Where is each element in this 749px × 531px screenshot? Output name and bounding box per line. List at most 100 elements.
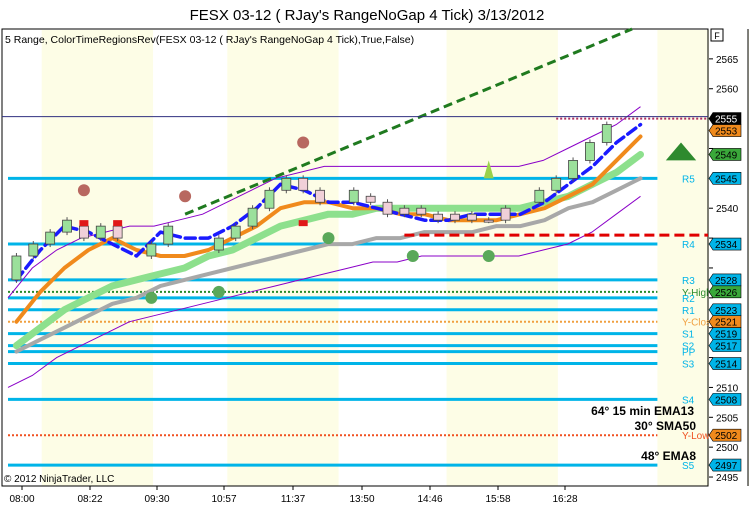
price-marker-label-8: 2521 (715, 318, 738, 329)
price-marker-10 (708, 339, 742, 352)
price-marker-label-6: 2526 (715, 288, 738, 299)
price-marker-label-2: 2549 (715, 150, 738, 161)
x-tick-label-8: 16:28 (552, 494, 577, 505)
x-tick-label-7: 15:58 (485, 494, 510, 505)
level-label-10: S3 (682, 360, 695, 371)
candle-body-11 (247, 207, 258, 227)
price-marker-14 (708, 458, 742, 472)
indicator-label: 5 Range, ColorTimeRegionsRev(FESX 03-12 … (5, 34, 414, 46)
candle-body-15 (315, 189, 325, 203)
candle-body-16 (348, 189, 359, 203)
annotation-ema8: 48° EMA8 (641, 449, 696, 463)
signal-dot-green-1 (212, 285, 225, 298)
signal-dot-green-3 (406, 250, 419, 263)
level-label-6: Y-Close (682, 318, 717, 329)
candle-body-23 (466, 213, 477, 221)
price-marker-label-7: 2523 (715, 306, 738, 317)
y-tick-label-13: 2560 (716, 85, 739, 96)
price-marker-label-0: 2555 (715, 115, 738, 126)
price-marker-label-1: 2553 (715, 127, 738, 138)
candle-body-10 (230, 225, 241, 239)
signal-dot-green-2 (322, 232, 335, 245)
level-label-12: Y-Low (682, 431, 710, 442)
price-marker-label-4: 2534 (715, 240, 738, 251)
time-region-shading (41, 30, 749, 486)
price-marker-6 (708, 285, 742, 299)
price-marker-0 (708, 112, 742, 125)
time-region-1 (227, 30, 339, 486)
candle-flag-0 (79, 220, 89, 227)
y-tick-label-2: 2505 (716, 413, 739, 424)
candle-flag-1 (113, 220, 123, 227)
x-tick-label-5: 13:50 (349, 494, 374, 505)
candle-body-22 (450, 213, 460, 221)
y-tick-label-14: 2565 (716, 55, 739, 66)
price-marker-11 (708, 357, 742, 370)
price-marker-5 (708, 273, 742, 287)
candle-body-2 (45, 231, 56, 245)
price-marker-4 (708, 237, 742, 251)
level-label-8: S2 (682, 342, 695, 353)
price-marker-1 (708, 124, 742, 137)
x-tick-label-1: 08:22 (77, 494, 102, 505)
x-tick-label-6: 14:46 (417, 494, 442, 505)
chart-corner-button[interactable] (710, 28, 724, 42)
x-tick-label-0: 08:00 (9, 494, 34, 505)
candle-body-9 (213, 237, 224, 251)
price-marker-label-3: 2545 (715, 174, 738, 185)
candle-body-4 (79, 225, 89, 239)
candle-body-25 (500, 207, 511, 221)
candle-body-19 (399, 207, 410, 215)
chart-overlays (2, 27, 708, 304)
candle-body-17 (365, 195, 376, 203)
envelope-lower (7, 195, 641, 388)
plot-frame (1, 28, 709, 487)
price-marker-9 (708, 327, 742, 340)
price-marker-3 (708, 172, 742, 185)
price-marker-label-5: 2528 (715, 276, 738, 287)
y-tick-label-1: 2500 (716, 443, 739, 454)
candle-body-18 (382, 201, 393, 215)
candle-body-14 (298, 177, 309, 191)
price-marker-2 (708, 148, 742, 161)
moving-averages (12, 122, 644, 354)
level-label-1: R4 (682, 240, 695, 251)
price-marker-label-12: 2508 (715, 395, 738, 406)
time-axis: 08:00 08:22 09:30 10:57 11:37 13:50 14:46 15:58… (9, 486, 578, 505)
candle-body-1 (28, 243, 39, 257)
y-tick-label-9: 2540 (716, 204, 739, 215)
candle-body-6 (112, 225, 123, 239)
price-marker-label-14: 2497 (715, 461, 738, 472)
chart-title: FESX 03-12 ( RJay's RangeNoGap 4 Tick) 3… (190, 7, 545, 24)
candle-flag-2 (298, 220, 308, 227)
level-label-7: S1 (682, 330, 695, 341)
time-region-2 (446, 30, 558, 486)
level-label-3: Y-High (682, 288, 712, 299)
series-sma-gray (14, 176, 643, 354)
signal-dot-green-0 (145, 291, 158, 304)
signal-dot-brown-0 (77, 184, 90, 197)
candle-body-21 (433, 213, 444, 221)
level-label-2: R3 (682, 276, 695, 287)
level-label-11: S4 (682, 395, 695, 406)
level-label-9: PP (682, 348, 696, 359)
annotation-sma50: 30° SMA50 (635, 419, 697, 433)
level-label-0: R5 (682, 174, 695, 185)
copyright-notice: © 2012 NinjaTrader, LLC (4, 474, 114, 485)
candle-body-0 (11, 255, 22, 281)
x-tick-label-3: 10:57 (211, 494, 236, 505)
time-region-0 (41, 30, 154, 486)
candle-body-20 (416, 207, 427, 215)
candle-body-13 (281, 177, 292, 191)
series-ema-green (12, 151, 644, 350)
price-marker-13 (708, 428, 742, 442)
series-ema-fast (14, 122, 643, 282)
level-label-5: R1 (682, 306, 695, 317)
candle-body-3 (62, 219, 72, 233)
y-tick-label-0: 2495 (716, 473, 739, 484)
candle-body-7 (146, 243, 157, 257)
candle-body-24 (483, 219, 494, 223)
candle-body-26 (534, 189, 545, 203)
